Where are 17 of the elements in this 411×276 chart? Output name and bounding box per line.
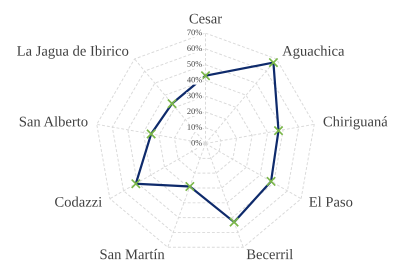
spoke-label: La Jagua de Ibirico	[17, 46, 128, 59]
spoke-label: Cesar	[189, 14, 222, 24]
spoke-label: San Martín	[100, 248, 164, 260]
spoke-label: Becerril	[246, 248, 293, 260]
spoke-label: El Paso	[309, 196, 352, 207]
y-tick-label: 30%	[187, 92, 202, 98]
spoke-label: Aguachica	[282, 46, 344, 59]
y-tick-label: 60%	[187, 45, 202, 52]
spoke-label: San Alberto	[20, 116, 88, 126]
y-tick-label: 50%	[187, 61, 202, 67]
spoke-label: Codazzi	[55, 196, 102, 207]
spoke-label: Chiriguaná	[324, 116, 388, 130]
y-tick-label: 20%	[187, 108, 202, 114]
y-tick-label: 0%	[191, 140, 202, 146]
y-tick-label: 70%	[187, 30, 202, 36]
y-tick-label: 40%	[187, 76, 202, 83]
y-tick-label: 10%	[188, 124, 202, 130]
